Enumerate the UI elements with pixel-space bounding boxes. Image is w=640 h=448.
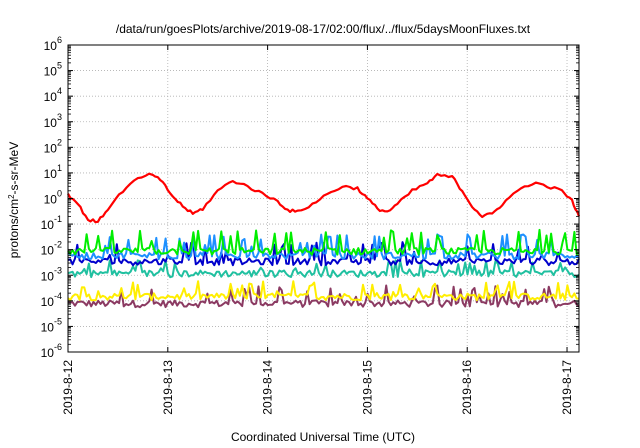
y-tick-label: 10-1: [41, 214, 62, 232]
series-line: [67, 284, 580, 309]
data-series: [67, 172, 581, 309]
y-tick-base: 10: [44, 167, 58, 181]
y-tick-exponent: -3: [54, 265, 62, 275]
y-tick-label: 10-6: [41, 342, 62, 360]
y-tick-base: 10: [41, 320, 55, 334]
y-tick-label: 10-2: [41, 240, 62, 258]
x-tick-label: 2019-8-15: [360, 360, 374, 415]
y-tick-base: 10: [41, 269, 55, 283]
x-tick-label: 2019-8-17: [560, 360, 574, 415]
x-tick-label: 2019-8-12: [61, 360, 75, 415]
y-tick-base: 10: [41, 346, 55, 360]
x-tick-label: 2019-8-13: [161, 360, 175, 415]
y-tick-base: 10: [44, 193, 58, 207]
y-tick-exponent: 5: [57, 61, 62, 71]
series-line: [67, 259, 580, 279]
y-tick-base: 10: [41, 218, 55, 232]
y-tick-base: 10: [41, 244, 55, 258]
y-tick-exponent: 6: [57, 35, 62, 45]
y-tick-exponent: -5: [54, 316, 62, 326]
y-axis-label-rest: -s-sr-MeV: [7, 142, 21, 195]
y-tick-label: 10-4: [41, 291, 62, 309]
y-axis-label: protons/cm2-s-sr-MeV: [7, 142, 22, 258]
y-tick-base: 10: [44, 141, 58, 155]
y-tick-label: 101: [44, 163, 62, 181]
y-tick-base: 10: [44, 39, 58, 53]
y-tick-label: 10-5: [41, 316, 62, 334]
y-tick-exponent: 4: [57, 86, 62, 96]
y-tick-exponent: 3: [57, 112, 62, 122]
series-line-red: [67, 172, 581, 224]
y-tick-base: 10: [44, 116, 58, 130]
x-axis: 2019-8-12 2019-8-13 2019-8-14 2019-8-15 2019…: [61, 45, 574, 415]
chart-title: /data/run/goesPlots/archive/2019-08-17/0…: [116, 22, 531, 36]
series-line: [67, 280, 580, 302]
y-tick-base: 10: [44, 65, 58, 79]
y-tick-label: 103: [44, 112, 62, 130]
y-tick-label: 102: [44, 137, 62, 155]
x-tick-label: 2019-8-14: [261, 360, 275, 415]
y-tick-exponent: -1: [54, 214, 62, 224]
x-tick-label: 2019-8-16: [460, 360, 474, 415]
y-tick-exponent: -6: [54, 342, 62, 352]
y-tick-base: 10: [41, 295, 55, 309]
y-tick-exponent: 0: [57, 189, 62, 199]
series-line: [67, 228, 580, 256]
y-tick-exponent: -2: [54, 240, 62, 250]
x-axis-label: Coordinated Universal Time (UTC): [231, 430, 415, 444]
y-tick-label: 10-3: [41, 265, 62, 283]
y-tick-label: 100: [44, 189, 62, 207]
y-axis: 10-610-510-410-310-210-11001011021031041…: [41, 35, 579, 360]
y-tick-label: 104: [44, 86, 62, 104]
y-tick-exponent: -4: [54, 291, 62, 301]
y-tick-label: 105: [44, 61, 62, 79]
y-tick-label: 106: [44, 35, 62, 53]
y-axis-label-base: protons/cm: [7, 199, 21, 258]
y-tick-base: 10: [44, 90, 58, 104]
series-line: [67, 233, 580, 261]
y-tick-exponent: 2: [57, 137, 62, 147]
y-axis-label-sup: 2: [7, 194, 16, 199]
y-tick-exponent: 1: [57, 163, 62, 173]
